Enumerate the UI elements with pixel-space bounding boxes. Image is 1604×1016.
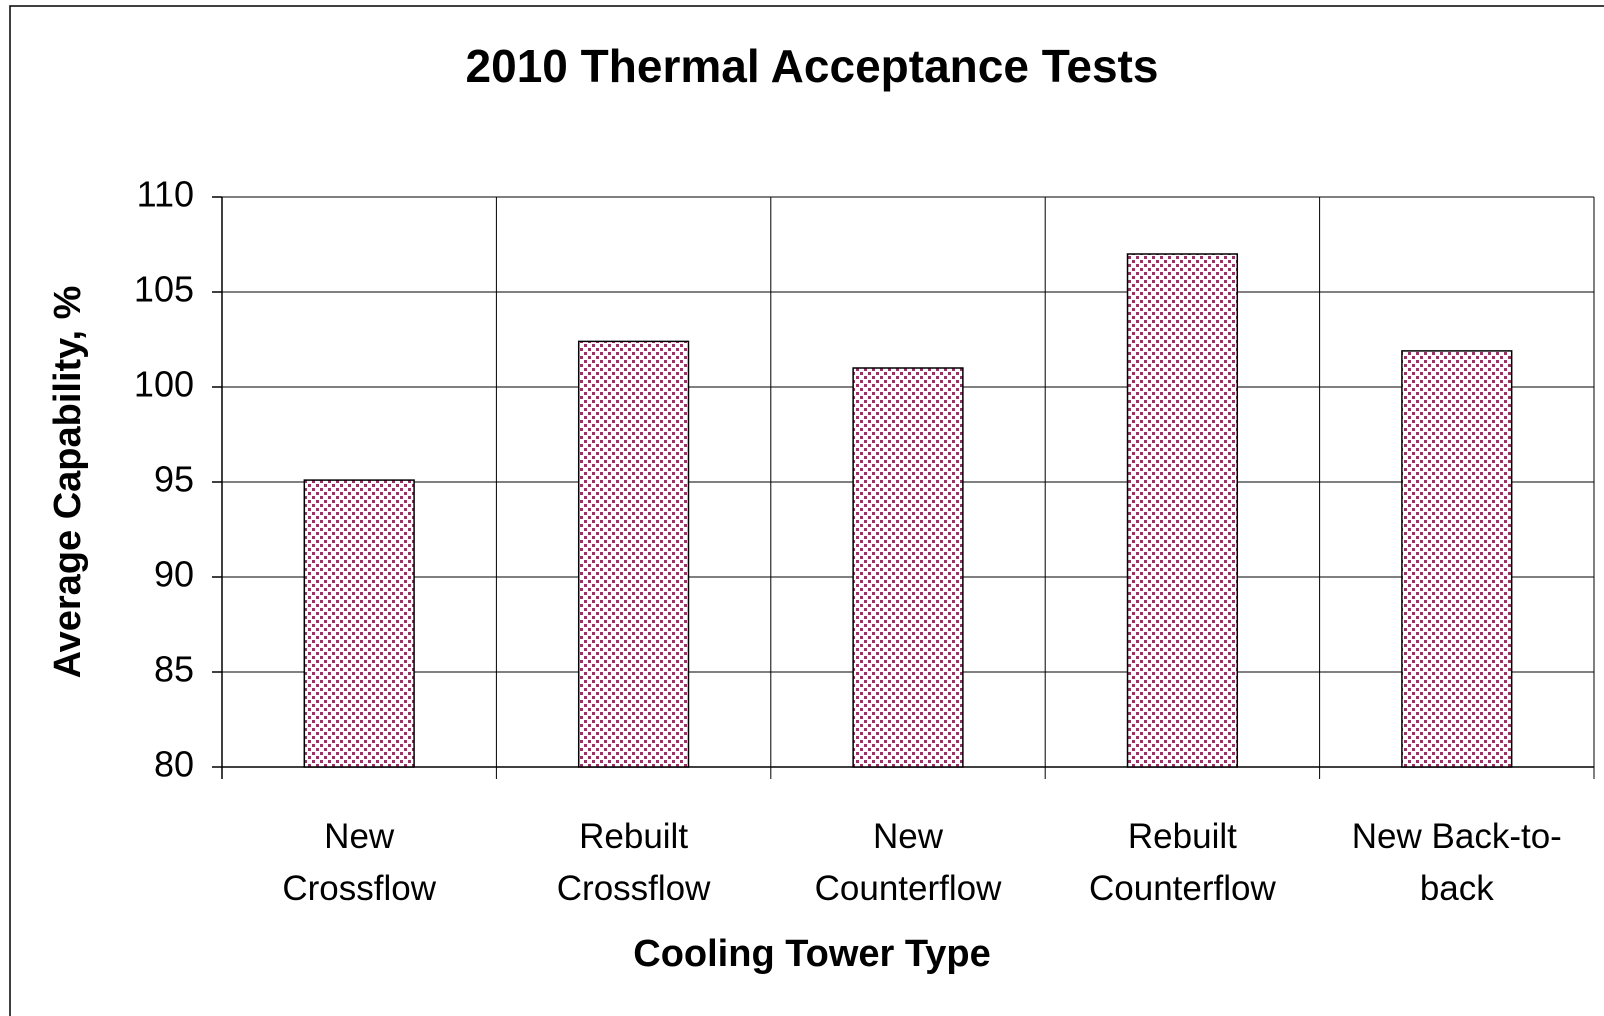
bar bbox=[1401, 350, 1513, 768]
x-tick-label: Rebuilt Counterflow bbox=[1089, 817, 1276, 908]
x-axis-label: Cooling Tower Type bbox=[633, 933, 990, 975]
bar bbox=[303, 479, 415, 768]
y-tick-label: 100 bbox=[134, 364, 194, 405]
bar bbox=[577, 340, 690, 768]
bar bbox=[852, 367, 964, 768]
y-tick-label: 85 bbox=[154, 649, 194, 690]
y-tick-label: 80 bbox=[154, 744, 194, 785]
x-tick-label: New Crossflow bbox=[282, 817, 436, 908]
x-tick-label: New Back-to- back bbox=[1351, 817, 1562, 908]
chart-title: 2010 Thermal Acceptance Tests bbox=[466, 40, 1159, 92]
bar bbox=[1126, 253, 1239, 768]
y-tick-label: 110 bbox=[137, 174, 194, 215]
y-tick-label: 105 bbox=[134, 269, 194, 310]
x-tick-label: Rebuilt Crossflow bbox=[556, 817, 711, 908]
frame bbox=[9, 5, 1604, 1016]
y-tick-label: 95 bbox=[154, 459, 194, 500]
y-tick-label: 90 bbox=[154, 554, 194, 595]
y-axis-label: Average Capability, % bbox=[47, 286, 89, 679]
x-tick-label: New Counterflow bbox=[814, 817, 1002, 908]
